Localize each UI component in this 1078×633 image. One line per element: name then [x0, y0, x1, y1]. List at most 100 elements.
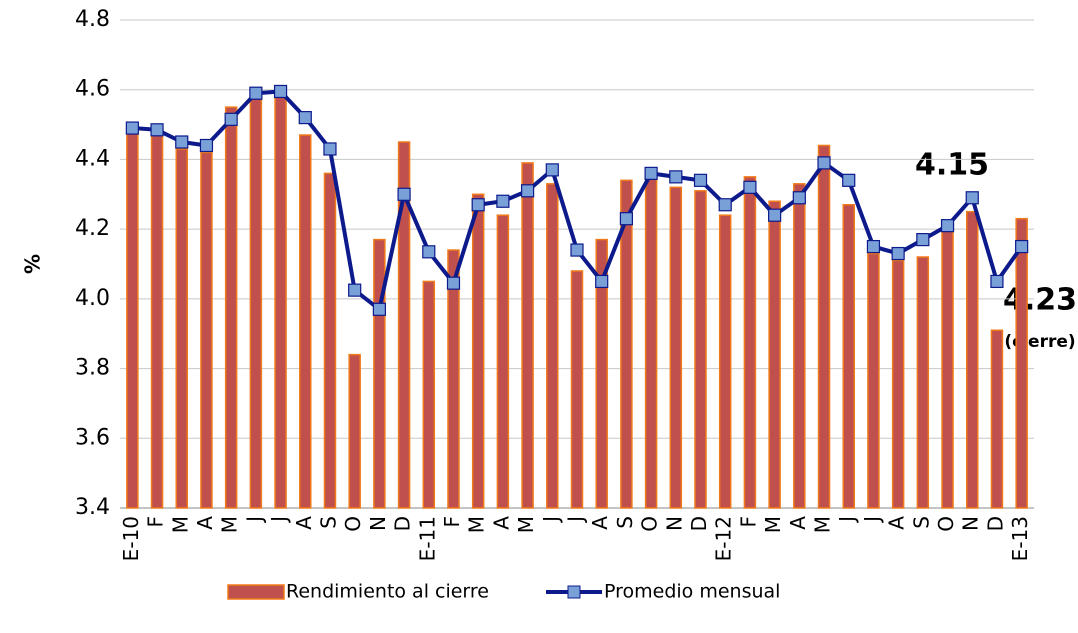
bar — [323, 172, 337, 509]
bar — [200, 151, 213, 509]
bar — [471, 193, 485, 509]
marker — [669, 170, 683, 184]
marker — [125, 121, 139, 135]
x-tick-label: A — [292, 516, 316, 530]
x-tick-label: J — [267, 516, 291, 524]
marker — [199, 138, 214, 153]
x-tick-label: S — [613, 516, 637, 529]
marker — [323, 142, 337, 156]
bar — [521, 162, 534, 509]
y-tick-label: 4.6 — [75, 77, 110, 102]
bar — [669, 186, 683, 509]
marker — [298, 110, 312, 125]
marker — [471, 198, 485, 212]
marker — [150, 123, 164, 137]
x-tick-label: J — [539, 516, 563, 524]
marker — [348, 283, 362, 297]
x-tick-label: M — [168, 516, 192, 533]
marker — [965, 191, 979, 205]
y-tick-label: 3.4 — [75, 495, 110, 520]
bar — [718, 214, 732, 509]
x-tick-label: F — [144, 516, 168, 528]
marker — [273, 84, 288, 99]
marker — [570, 243, 584, 257]
bar — [595, 238, 608, 509]
y-axis-label: % — [21, 254, 45, 274]
bar — [274, 88, 287, 509]
x-tick-label: O — [934, 516, 958, 532]
x-tick-label: A — [588, 516, 612, 530]
bar — [793, 183, 806, 509]
annotation: 4.15 — [915, 148, 989, 183]
y-tick-label: 4.4 — [75, 146, 110, 171]
marker — [891, 246, 905, 261]
marker — [990, 274, 1004, 289]
x-tick-label: E-11 — [415, 516, 439, 561]
annotation: 4.23 — [1003, 283, 1077, 318]
x-tick-label: A — [885, 516, 909, 530]
marker — [768, 208, 782, 222]
bar — [965, 210, 979, 509]
marker — [693, 173, 708, 187]
marker — [446, 276, 461, 290]
x-tick-label: O — [341, 516, 365, 532]
y-tick-label: 4.8 — [75, 7, 110, 32]
x-tick-label: N — [366, 516, 390, 531]
bar — [249, 95, 263, 509]
x-tick-label: M — [218, 516, 242, 533]
marker — [397, 187, 411, 201]
marker — [718, 198, 732, 212]
x-tick-label: F — [440, 516, 464, 528]
x-tick-label: N — [959, 516, 983, 531]
x-tick-label: S — [316, 516, 340, 529]
marker — [644, 166, 658, 180]
x-tick-label: M — [514, 516, 538, 533]
bar — [620, 179, 633, 509]
legend-swatch — [227, 584, 285, 600]
marker — [545, 163, 559, 177]
x-tick-label: S — [909, 516, 933, 529]
bar — [941, 228, 954, 509]
marker — [1015, 239, 1029, 254]
bar — [422, 280, 436, 509]
x-tick-label: A — [786, 516, 810, 530]
x-tick-label: M — [465, 516, 489, 533]
marker — [792, 191, 806, 205]
y-tick-label: 3.6 — [75, 425, 110, 450]
bar — [990, 329, 1004, 509]
x-tick-label: D — [687, 516, 711, 531]
bar — [817, 144, 831, 509]
bar — [694, 190, 707, 509]
bar — [373, 238, 386, 509]
marker — [175, 135, 189, 149]
marker — [817, 156, 831, 170]
x-tick-label: F — [736, 516, 760, 528]
marker — [743, 180, 757, 194]
bar — [916, 256, 930, 509]
y-tick-label: 4.0 — [75, 286, 110, 311]
marker — [916, 233, 930, 247]
bar — [397, 141, 411, 509]
x-tick-label: J — [242, 516, 266, 524]
bar — [447, 249, 460, 509]
annotation: (cierre) — [1004, 332, 1075, 352]
x-tick-label: N — [662, 516, 686, 531]
y-tick-label: 3.8 — [75, 356, 110, 381]
x-tick-label: J — [860, 516, 884, 524]
legend-label: Promedio mensual — [604, 581, 780, 603]
marker — [496, 194, 510, 208]
x-tick-label: E-10 — [119, 516, 143, 561]
bar — [348, 353, 361, 509]
bar — [768, 200, 781, 509]
bar — [867, 252, 880, 509]
x-tick-label: M — [761, 516, 785, 533]
x-tick-label: J — [835, 516, 859, 524]
bar — [644, 172, 658, 509]
bar — [175, 148, 189, 509]
x-tick-label: O — [638, 516, 662, 532]
bar — [496, 214, 510, 509]
x-tick-label: E-12 — [712, 516, 736, 561]
marker — [619, 212, 634, 226]
x-tick-label: E-13 — [1008, 516, 1032, 561]
